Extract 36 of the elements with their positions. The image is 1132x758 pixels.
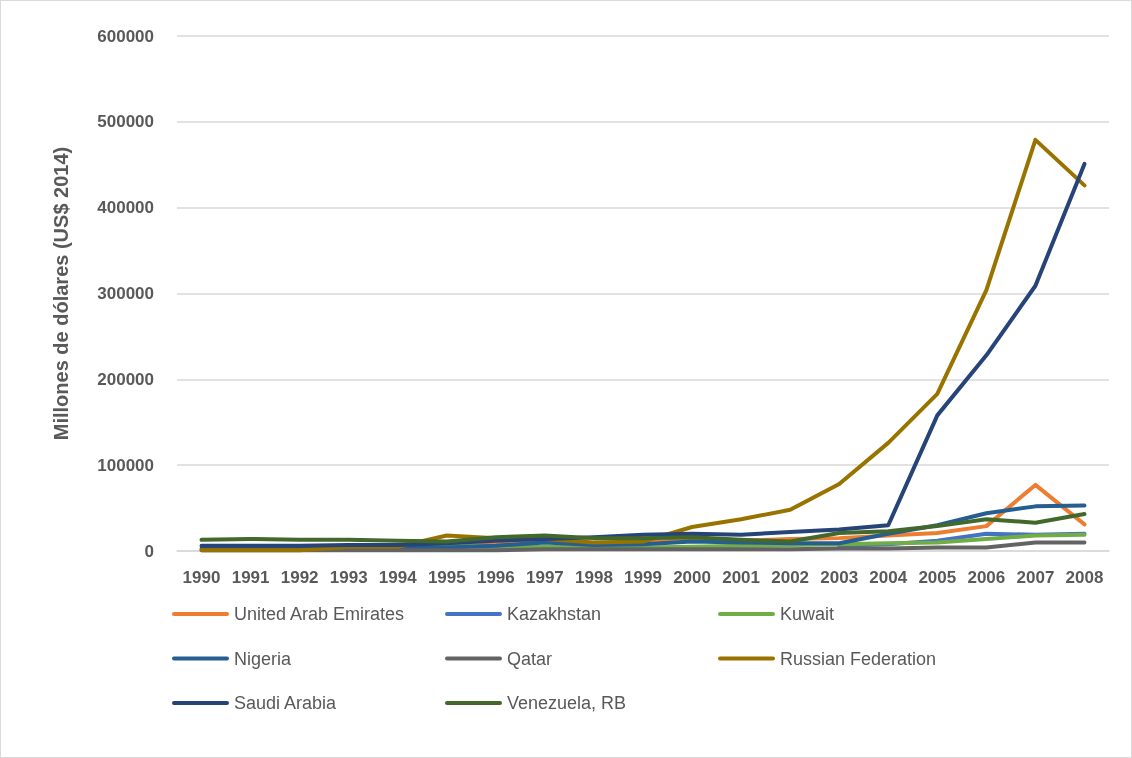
x-tick-label: 1999 [624, 568, 662, 587]
y-tick-label: 200000 [97, 369, 154, 389]
x-tick-label: 2005 [918, 568, 957, 587]
y-tick-label: 100000 [97, 455, 154, 475]
y-tick-label: 300000 [97, 284, 154, 303]
x-tick-label: 2002 [771, 568, 810, 587]
x-tick-label: 1995 [427, 568, 466, 587]
legend-label: United Arab Emirates [234, 604, 405, 624]
legend-label: Russian Federation [780, 648, 937, 669]
x-tick-label: 2001 [722, 568, 761, 587]
y-tick-label: 400000 [97, 198, 154, 218]
x-tick-label: 1997 [525, 568, 564, 587]
legend-label: Saudi Arabia [234, 693, 338, 713]
legend-label: Venezuela, RB [507, 693, 627, 713]
y-axis-title: Millones de dólares (US$ 2014) [50, 146, 72, 441]
x-tick-label: 1992 [280, 568, 319, 587]
legend-label: Kazakhstan [507, 604, 602, 624]
y-tick-label: 500000 [97, 112, 154, 132]
line-series [199, 512, 1087, 544]
x-tick-label: 2006 [967, 568, 1006, 587]
x-tick-label: 1991 [231, 568, 270, 587]
x-tick-label: 2007 [1016, 568, 1055, 587]
x-tick-label: 2004 [869, 568, 908, 587]
x-tick-label: 1996 [476, 568, 515, 587]
legend-label: Qatar [507, 648, 553, 669]
x-tick-label: 1994 [378, 568, 418, 587]
legend-label: Nigeria [234, 648, 293, 669]
x-tick-label: 1998 [575, 568, 613, 587]
y-tick-label: 0 [144, 541, 154, 561]
y-tick-label: 600000 [97, 26, 154, 46]
legend-label: Kuwait [780, 604, 835, 624]
x-tick-label: 2000 [673, 568, 711, 587]
x-tick-label: 1993 [329, 568, 368, 587]
x-tick-label: 2003 [820, 568, 859, 587]
x-tick-label: 2008 [1065, 568, 1104, 587]
x-tick-label: 1990 [182, 568, 221, 587]
